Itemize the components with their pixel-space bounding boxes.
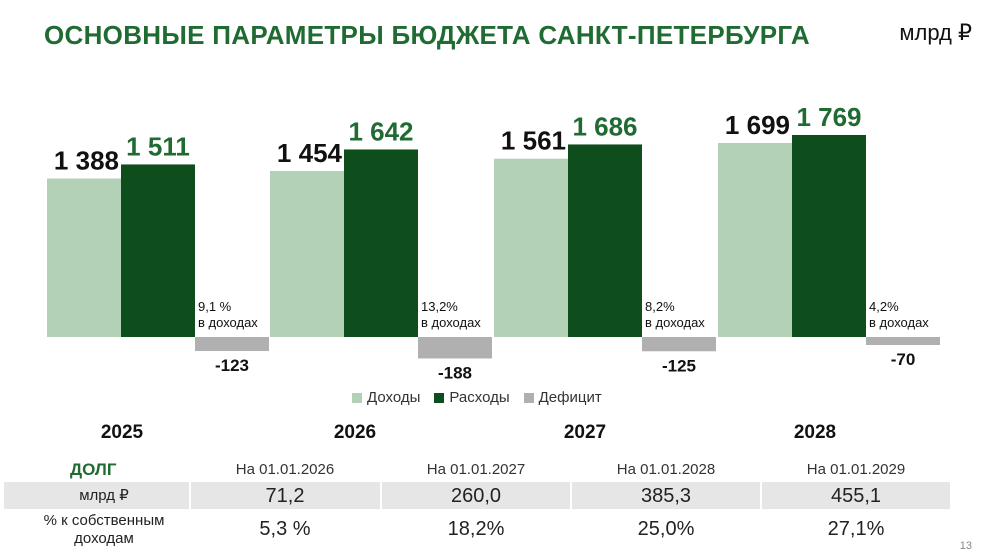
bar-income — [270, 170, 344, 337]
bar-income — [718, 142, 792, 337]
legend-swatch-expense — [434, 392, 445, 403]
year-label: 2026 — [333, 422, 377, 443]
debt-row-divider — [570, 482, 572, 509]
year-label: 2025 — [100, 422, 144, 443]
expense-value-label: 1 686 — [572, 111, 637, 141]
debt-cell: 27,1% — [827, 518, 885, 540]
debt-row-label: млрд ₽ — [79, 487, 129, 504]
debt-cell: 5,3 % — [259, 518, 311, 540]
bar-deficit — [195, 337, 269, 352]
deficit-share-note: в доходах — [421, 315, 481, 330]
page-title: ОСНОВНЫЕ ПАРАМЕТРЫ БЮДЖЕТА САНКТ-ПЕТЕРБУ… — [44, 20, 810, 50]
debt-cell: 455,1 — [830, 485, 882, 507]
bar-deficit — [642, 337, 716, 352]
debt-row-label: % к собственным доходам — [43, 512, 165, 547]
deficit-share-note: 4,2% — [869, 299, 899, 314]
debt-cell: 18,2% — [447, 518, 505, 540]
expense-value-label: 1 511 — [126, 131, 190, 161]
unit-label: млрд ₽ — [899, 20, 972, 45]
bar-deficit — [866, 337, 940, 345]
debt-row-divider — [760, 482, 762, 509]
debt-row-divider — [380, 482, 382, 509]
debt-column-header: На 01.01.2028 — [616, 461, 716, 478]
debt-column-header: На 01.01.2027 — [426, 461, 526, 478]
deficit-share-note: в доходах — [198, 315, 258, 330]
income-value-label: 1 699 — [725, 110, 790, 140]
debt-title: ДОЛГ — [70, 460, 117, 479]
deficit-value-label: -123 — [215, 356, 249, 375]
expense-value-label: 1 642 — [348, 116, 413, 146]
income-value-label: 1 561 — [501, 126, 566, 156]
deficit-share-note: 8,2% — [645, 299, 675, 314]
legend-swatch-deficit — [523, 392, 534, 403]
deficit-value-label: -188 — [438, 363, 472, 382]
debt-cell: 385,3 — [640, 485, 692, 507]
debt-cell: 71,2 — [265, 485, 305, 507]
legend-label-income: Доходы — [367, 389, 421, 406]
chart-legend: Доходы Расходы Дефицит — [352, 389, 602, 406]
bar-expense — [568, 144, 642, 337]
deficit-value-label: -70 — [891, 350, 916, 369]
deficit-share-note: 13,2% — [421, 299, 458, 314]
debt-cell: 25,0% — [637, 518, 695, 540]
year-label: 2028 — [793, 422, 837, 443]
legend-item-expense: Расходы — [434, 389, 510, 406]
legend-label-deficit: Дефицит — [538, 389, 602, 406]
income-value-label: 1 454 — [277, 138, 343, 168]
bar-income — [47, 178, 121, 337]
expense-value-label: 1 769 — [796, 102, 861, 132]
bar-income — [494, 158, 568, 337]
legend-swatch-income — [352, 392, 362, 403]
debt-row-band — [4, 482, 950, 509]
bar-deficit — [418, 337, 492, 359]
bar-expense — [792, 134, 866, 337]
deficit-share-note: в доходах — [869, 315, 929, 330]
legend-item-income: Доходы — [352, 389, 420, 406]
deficit-share-note: в доходах — [645, 315, 705, 330]
year-label: 2027 — [563, 422, 607, 443]
debt-cell: 260,0 — [450, 485, 502, 507]
deficit-value-label: -125 — [662, 356, 696, 375]
page-number: 13 — [959, 540, 972, 552]
debt-column-header: На 01.01.2026 — [235, 461, 335, 478]
legend-item-deficit: Дефицит — [523, 389, 602, 406]
bar-expense — [344, 149, 418, 337]
debt-column-header: На 01.01.2029 — [806, 461, 906, 478]
debt-row-divider — [189, 482, 191, 509]
deficit-share-note: 9,1 % — [198, 299, 232, 314]
income-value-label: 1 388 — [54, 145, 119, 175]
legend-label-expense: Расходы — [449, 389, 510, 406]
bar-expense — [121, 164, 195, 337]
